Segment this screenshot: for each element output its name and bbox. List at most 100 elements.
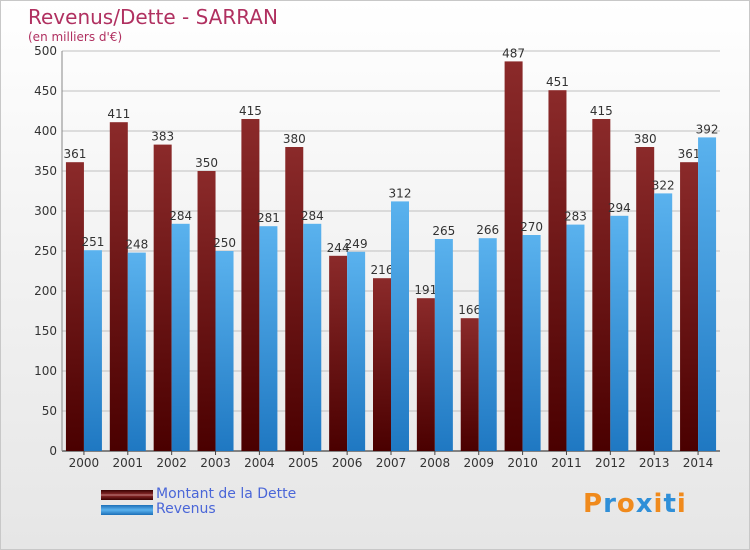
bar-dette	[373, 278, 391, 451]
y-tick-label: 500	[34, 44, 57, 58]
y-tick-label: 450	[34, 84, 57, 98]
data-label-revenus: 284	[301, 209, 324, 223]
data-label-dette: 380	[634, 132, 657, 146]
data-label-revenus: 312	[389, 186, 412, 200]
bar-revenus	[566, 224, 585, 451]
data-label-dette: 216	[371, 263, 394, 277]
data-label-dette: 350	[195, 156, 218, 170]
data-label-dette: 166	[458, 303, 481, 317]
y-tick-label: 100	[34, 364, 57, 378]
data-label-revenus: 283	[564, 210, 587, 224]
bar-revenus	[83, 250, 102, 451]
bar-dette	[197, 171, 216, 451]
data-label-dette: 361	[63, 147, 86, 161]
bar-dette	[460, 318, 479, 451]
data-label-revenus: 249	[345, 237, 368, 251]
bar-revenus	[127, 252, 146, 451]
data-label-dette: 415	[239, 104, 262, 118]
data-label-revenus: 251	[81, 235, 104, 249]
legend-swatch-revenus	[101, 505, 153, 515]
data-label-revenus: 266	[476, 223, 499, 237]
bar-dette	[680, 162, 699, 451]
bar-dette	[65, 162, 84, 451]
data-label-revenus: 250	[213, 236, 236, 250]
bar-revenus	[478, 238, 497, 451]
chart-title: Revenus/Dette - SARRAN	[28, 5, 278, 29]
proxiti-logo: Proxiti	[583, 489, 687, 519]
bar-revenus	[391, 201, 409, 451]
bar-revenus	[434, 239, 453, 451]
bar-dette	[636, 147, 655, 451]
data-label-dette: 244	[327, 241, 350, 255]
legend-label-dette: Montant de la Dette	[156, 486, 297, 502]
y-tick-label: 200	[34, 284, 57, 298]
bar-dette	[285, 147, 304, 451]
y-tick-label: 150	[34, 324, 57, 338]
x-tick-label: 2005	[288, 456, 319, 470]
bar-revenus	[259, 226, 278, 451]
bar-dette	[153, 144, 172, 451]
data-label-dette: 487	[502, 46, 525, 60]
bar-dette	[592, 119, 611, 451]
data-label-revenus: 248	[125, 238, 148, 252]
x-tick-label: 2003	[200, 456, 231, 470]
bar-revenus	[347, 251, 366, 451]
logo-letter: i	[653, 489, 664, 519]
data-label-revenus: 270	[520, 220, 543, 234]
bar-revenus	[654, 193, 673, 451]
data-label-revenus: 294	[608, 201, 631, 215]
bar-revenus	[610, 215, 629, 451]
x-tick-label: 2014	[683, 456, 714, 470]
x-tick-label: 2001	[113, 456, 144, 470]
logo-letter: o	[616, 489, 636, 519]
bar-revenus	[522, 235, 541, 451]
data-label-dette: 411	[107, 107, 130, 121]
logo-letter: i	[676, 489, 687, 519]
data-label-dette: 380	[283, 132, 306, 146]
data-label-revenus: 281	[257, 211, 280, 225]
x-tick-label: 2013	[639, 456, 670, 470]
y-tick-label: 400	[34, 124, 57, 138]
y-tick-label: 250	[34, 244, 57, 258]
data-label-dette: 451	[546, 75, 569, 89]
bar-dette	[241, 119, 260, 451]
x-tick-label: 2006	[332, 456, 363, 470]
y-tick-label: 50	[42, 404, 57, 418]
legend-label-revenus: Revenus	[156, 501, 216, 517]
bar-revenus	[171, 223, 190, 451]
x-tick-label: 2008	[420, 456, 451, 470]
data-label-dette: 191	[414, 283, 437, 297]
y-tick-label: 300	[34, 204, 57, 218]
bar-revenus	[215, 251, 234, 451]
data-label-revenus: 265	[432, 224, 455, 238]
x-tick-label: 2004	[244, 456, 275, 470]
data-label-dette: 415	[590, 104, 613, 118]
bar-dette	[109, 122, 128, 451]
logo-letter: x	[635, 489, 654, 519]
chart-subtitle: (en milliers d'€)	[28, 30, 123, 44]
logo-letter: t	[663, 489, 677, 519]
bar-dette	[329, 255, 348, 451]
bar-dette	[504, 61, 523, 452]
data-label-revenus: 392	[696, 122, 719, 136]
bar-dette	[548, 90, 567, 451]
x-tick-label: 2007	[376, 456, 407, 470]
x-tick-label: 2002	[156, 456, 187, 470]
data-label-dette: 361	[678, 147, 701, 161]
logo-letter: P	[583, 489, 604, 519]
x-tick-label: 2012	[595, 456, 626, 470]
bar-revenus	[698, 137, 717, 451]
x-tick-label: 2009	[463, 456, 494, 470]
y-tick-label: 350	[34, 164, 57, 178]
data-label-revenus: 322	[652, 178, 675, 192]
y-tick-label: 0	[49, 444, 57, 458]
bar-revenus	[303, 223, 322, 451]
x-tick-label: 2000	[69, 456, 100, 470]
data-label-revenus: 284	[169, 209, 192, 223]
legend-swatch-dette	[101, 490, 153, 500]
x-tick-label: 2010	[507, 456, 538, 470]
logo-letter: r	[603, 489, 617, 519]
x-tick-label: 2011	[551, 456, 582, 470]
